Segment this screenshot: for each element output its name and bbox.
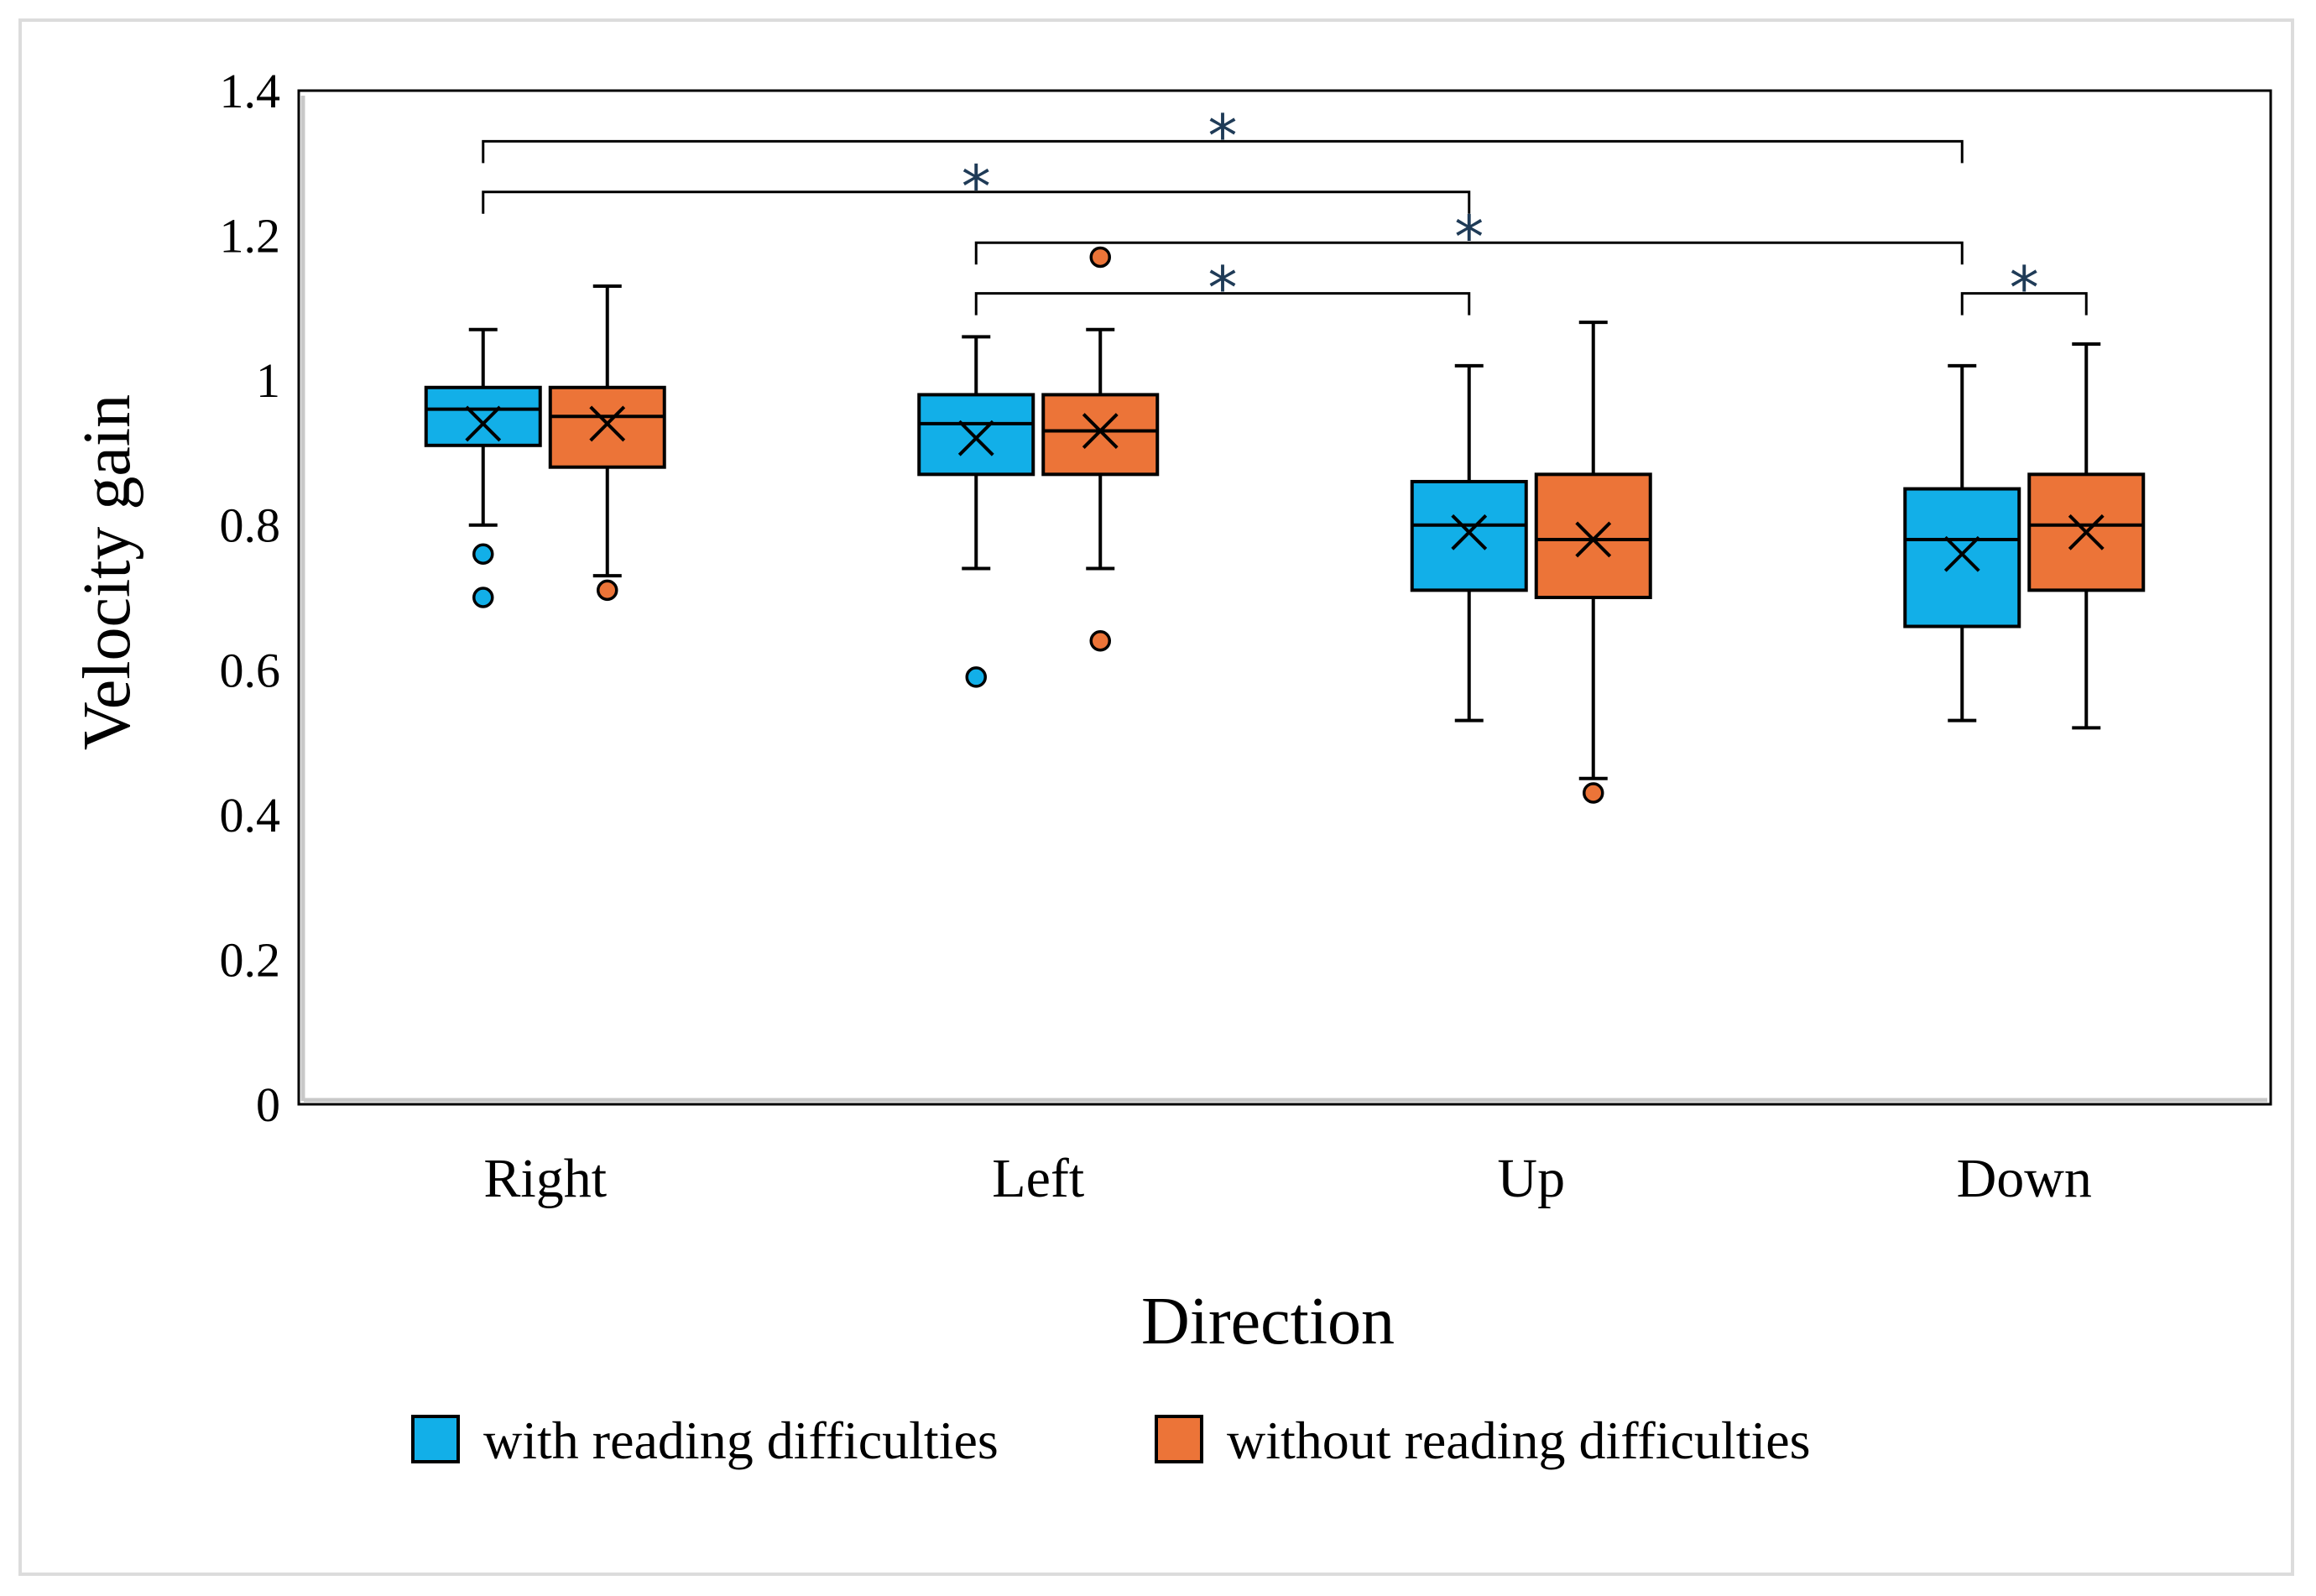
y-axis-ticks: 0 0.2 0.4 0.6 0.8 1 1.2 1.4 xyxy=(220,64,281,1132)
y-tick-label: 1.4 xyxy=(220,64,281,118)
outlier-point xyxy=(1583,782,1604,804)
bracket-line xyxy=(1960,292,2088,316)
box-without-reading-difficulties-up xyxy=(1534,321,1652,804)
box-plot-chart: 00.20.40.60.811.21.4 Right Left Up Down ***… xyxy=(70,64,2272,1470)
significance-star: * xyxy=(962,153,991,222)
legend-label-without-reading-difficulties: without reading difficulties xyxy=(1227,1411,1811,1470)
box-iqr xyxy=(424,385,542,447)
box-with-reading-difficulties-down xyxy=(1903,363,2021,722)
plot-border xyxy=(297,89,2272,1106)
plot-area xyxy=(297,89,2272,1106)
bracket-line xyxy=(974,292,1471,316)
outlier-point xyxy=(472,543,494,565)
mean-marker xyxy=(957,420,994,456)
y-tick-label: 0.4 xyxy=(220,788,281,842)
outlier-point xyxy=(1089,246,1111,269)
box-with-reading-difficulties-up xyxy=(1410,363,1528,722)
box-iqr xyxy=(1903,487,2021,628)
outlier-point xyxy=(965,666,987,688)
legend-swatch-without-reading-difficulties xyxy=(1155,1415,1203,1463)
x-axis-category-labels: Right Left Up Down xyxy=(483,1148,2092,1209)
x-axis-title: Direction xyxy=(1141,1285,1395,1359)
significance-brackets: * * * * * xyxy=(482,102,2088,323)
box-iqr xyxy=(1410,479,1528,592)
significance-star: * xyxy=(2010,254,2039,323)
bracket-line xyxy=(974,241,1964,265)
x-category-label: Up xyxy=(1497,1148,1565,1209)
box-with-reading-difficulties-right xyxy=(424,327,542,608)
legend: with reading difficulties without readin… xyxy=(411,1411,1811,1470)
bracket-line xyxy=(482,139,1964,164)
mean-marker xyxy=(465,405,502,442)
significance-star: * xyxy=(1454,203,1484,272)
bracket-line xyxy=(482,190,1471,214)
y-tick-label: 1.2 xyxy=(220,209,281,263)
significance-bracket: * xyxy=(1960,254,2088,323)
y-axis-title: Velocity gain xyxy=(70,394,144,750)
significance-bracket: * xyxy=(482,153,1471,222)
box-without-reading-difficulties-left xyxy=(1041,246,1160,652)
mean-marker xyxy=(1575,521,1612,558)
y-tick-label: 1 xyxy=(256,353,280,408)
mean-marker xyxy=(2068,514,2105,550)
box-iqr xyxy=(1041,393,1160,477)
box-iqr xyxy=(548,385,666,469)
y-tick-label: 0.6 xyxy=(220,643,281,697)
legend-swatch-with-reading-difficulties xyxy=(411,1415,460,1463)
significance-bracket: * xyxy=(974,254,1471,323)
x-category-label: Down xyxy=(1957,1148,2092,1209)
box-series xyxy=(424,246,2146,804)
box-iqr xyxy=(917,393,1035,477)
box-iqr xyxy=(1534,472,1652,599)
box-iqr xyxy=(2027,472,2146,592)
significance-bracket: * xyxy=(482,102,1964,170)
outlier-point xyxy=(597,579,618,602)
box-with-reading-difficulties-left xyxy=(917,335,1035,688)
y-tick-label: 0 xyxy=(256,1077,280,1132)
significance-bracket: * xyxy=(974,203,1964,272)
y-tick-label: 0.8 xyxy=(220,498,281,553)
mean-marker xyxy=(1943,535,1980,572)
box-without-reading-difficulties-right xyxy=(548,284,666,602)
mean-marker xyxy=(1082,413,1119,449)
x-category-label: Left xyxy=(992,1148,1084,1209)
box-without-reading-difficulties-down xyxy=(2027,342,2146,730)
significance-star: * xyxy=(1208,102,1238,170)
legend-label-with-reading-difficulties: with reading difficulties xyxy=(483,1411,999,1470)
x-category-label: Right xyxy=(483,1148,607,1209)
figure-frame: 0 0.2 0.4 0.6 0.8 1 1.2 1.4 Right Left Up Down * * *… xyxy=(18,18,2294,1576)
mean-marker xyxy=(1451,514,1488,550)
outlier-point xyxy=(1089,630,1111,652)
outlier-point xyxy=(472,587,494,608)
significance-star: * xyxy=(1208,254,1238,323)
mean-marker xyxy=(589,405,626,442)
y-tick-label: 0.2 xyxy=(220,932,281,987)
